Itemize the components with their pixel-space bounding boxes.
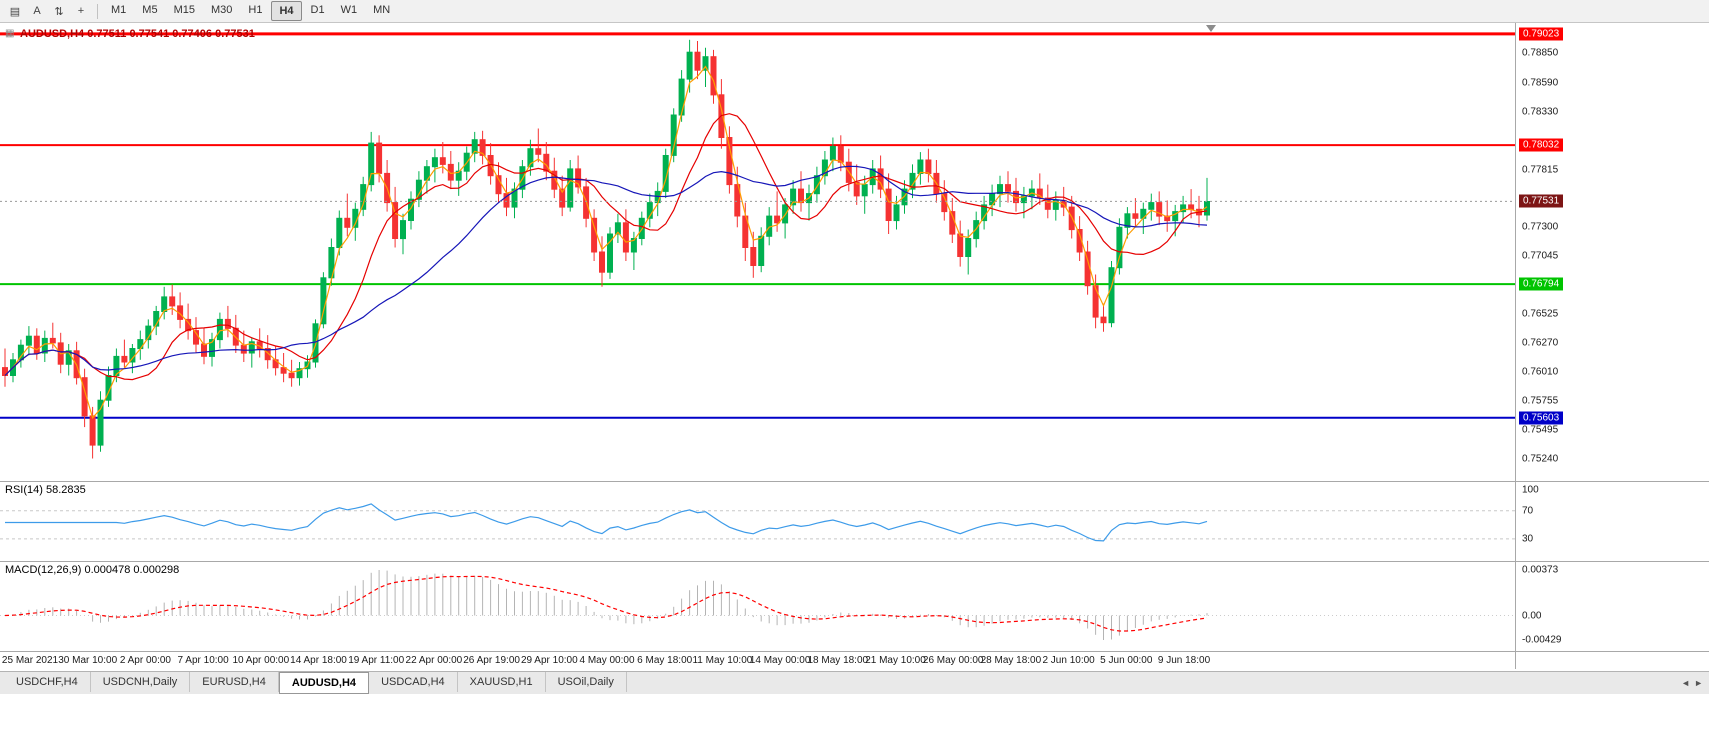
macd-signal-line (4, 575, 1208, 632)
tab-USDCHF-H4[interactable]: USDCHF,H4 (4, 672, 91, 692)
time-label: 19 Apr 11:00 (348, 655, 405, 666)
price-chart-canvas[interactable] (0, 23, 1515, 481)
toolbar: ▤ A ⇅ + M1 M5 M15 M30 H1 H4 D1 W1 MN (0, 0, 1709, 23)
chart-tabs: USDCHF,H4 USDCNH,Daily EURUSD,H4 AUDUSD,H4 U… (4, 672, 627, 694)
timeframe-M1[interactable]: M1 (111, 4, 127, 16)
price-label-support-line-green: 0.76794 (1519, 277, 1564, 291)
time-label: 22 Apr 00:00 (405, 655, 463, 666)
timeframe-M15[interactable]: M15 (173, 4, 195, 16)
macd-histogram (12, 570, 1208, 640)
tab-EURUSD-H4[interactable]: EURUSD,H4 (190, 672, 279, 692)
trading-terminal: ▤ A ⇅ + M1 M5 M15 M30 H1 H4 D1 W1 MN 0.78850 0.78590… (0, 0, 1709, 694)
price-tick: 0.78590 (1522, 77, 1559, 88)
time-label: 2 Apr 00:00 (119, 655, 171, 666)
macd-panel: 0.00373 0.00 -0.00429 MACD(12,26,9) 0.0004… (0, 561, 1709, 651)
price-tick: 0.76270 (1522, 337, 1559, 349)
macd-axis: 0.00373 0.00 -0.00429 (1516, 562, 1709, 651)
time-label: 7 Apr 10:00 (177, 655, 229, 666)
rsi-panel: 100 70 30 RSI(14) 58.2835 (0, 481, 1709, 561)
price-tick: 0.78330 (1522, 106, 1559, 118)
rsi-label: RSI(14) 58.2835 (5, 484, 86, 496)
tab-AUDUSD-H4[interactable]: AUDUSD,H4 (278, 672, 370, 694)
macd-tick: 0.00373 (1522, 564, 1559, 576)
chart-properties-icon[interactable]: ▤ (9, 5, 21, 18)
time-label: 4 May 00:00 (579, 655, 635, 666)
rsi-axis: 100 70 30 (1516, 482, 1709, 561)
rsi-line (5, 503, 1208, 542)
price-tick: 0.75755 (1522, 395, 1559, 407)
timeframe-W1[interactable]: W1 (340, 4, 358, 16)
price-tick: 0.77045 (1522, 250, 1559, 262)
time-label: 18 May 18:00 (807, 655, 869, 666)
tab-XAUUSD-H1[interactable]: XAUUSD,H1 (458, 672, 546, 692)
candlestick-series (2, 39, 1210, 459)
chart-icon: ▦ (5, 28, 15, 39)
price-panel: 0.78850 0.78590 0.78330 0.77815 0.77300 0.770… (0, 23, 1709, 481)
time-label: 9 Jun 18:00 (1157, 655, 1211, 666)
rsi-tick: 30 (1522, 533, 1534, 545)
time-label: 6 May 18:00 (637, 655, 693, 666)
timeframe-M5[interactable]: M5 (142, 4, 158, 16)
chart-shift-marker (1206, 25, 1216, 32)
tab-scroll: ◄ ► (1681, 678, 1709, 688)
price-axis: 0.78850 0.78590 0.78330 0.77815 0.77300 0.770… (1516, 23, 1709, 481)
timeframe-D1[interactable]: D1 (310, 4, 325, 16)
price-tick: 0.77815 (1522, 164, 1559, 175)
price-tick: 0.78850 (1522, 47, 1559, 59)
tab-USDCNH-Daily[interactable]: USDCNH,Daily (91, 672, 191, 692)
timeframe-M30[interactable]: M30 (210, 4, 233, 16)
price-axis-line (1515, 23, 1516, 669)
text-label-icon[interactable]: A (33, 5, 41, 17)
price-tick: 0.76010 (1522, 366, 1559, 378)
price-label-resistance-line-upper: 0.79023 (1519, 27, 1564, 41)
timeframe-H1[interactable]: H1 (248, 4, 263, 16)
tab-scroll-right-icon[interactable]: ► (1694, 678, 1703, 688)
price-tick: 0.77300 (1522, 221, 1559, 233)
time-label: 2 Jun 10:00 (1042, 655, 1095, 666)
timeframe-buttons: M1 M5 M15 M30 H1 H4 D1 W1 MN (103, 1, 398, 21)
time-axis: 25 Mar 2021 30 Mar 10:00 2 Apr 00:00 7 Apr … (0, 651, 1709, 669)
macd-tick: -0.00429 (1522, 634, 1562, 646)
current-price-label: 0.77531 (1519, 194, 1564, 208)
macd-canvas[interactable] (0, 562, 1515, 651)
tab-scroll-left-icon[interactable]: ◄ (1681, 678, 1691, 688)
time-label: 25 Mar 2021 (1, 655, 59, 666)
time-label: 14 Apr 18:00 (290, 655, 347, 666)
time-label: 30 Mar 10:00 (58, 655, 118, 666)
price-label-support-line-blue: 0.75603 (1519, 411, 1564, 425)
ma-line-fast (4, 65, 1208, 420)
price-label-resistance-line: 0.78032 (1519, 138, 1564, 152)
ma-line-mid (4, 113, 1208, 381)
timeframe-MN[interactable]: MN (373, 4, 391, 16)
time-label: 26 Apr 19:00 (463, 655, 520, 666)
price-tick: 0.75495 (1522, 424, 1559, 436)
time-label: 28 May 18:00 (980, 655, 1042, 666)
time-label: 14 May 00:00 (749, 655, 811, 666)
toolbar-separator (97, 3, 98, 19)
price-tick: 0.76525 (1522, 308, 1559, 320)
time-label: 26 May 00:00 (922, 655, 984, 666)
tool-buttons: ▤ A ⇅ + (4, 2, 92, 20)
macd-label: MACD(12,26,9) 0.000478 0.000298 (5, 564, 180, 576)
time-label: 10 Apr 00:00 (232, 655, 290, 666)
macd-tick: 0.00 (1522, 610, 1542, 621)
crosshair-icon[interactable]: + (77, 5, 85, 17)
rsi-canvas[interactable] (0, 482, 1515, 561)
timeframe-H4[interactable]: H4 (271, 1, 302, 21)
time-label: 5 Jun 00:00 (1100, 655, 1153, 666)
chart-title: AUDUSD,H4 0.77511 0.77541 0.77406 0.7753… (20, 28, 255, 40)
chart-area: 0.78850 0.78590 0.78330 0.77815 0.77300 0.770… (0, 23, 1709, 669)
time-label: 11 May 10:00 (692, 655, 753, 666)
chart-tab-bar: USDCHF,H4 USDCNH,Daily EURUSD,H4 AUDUSD,H4 U… (0, 671, 1709, 694)
price-tick: 0.75240 (1522, 453, 1559, 464)
time-label: 21 May 10:00 (865, 655, 926, 666)
tab-USDCAD-H4[interactable]: USDCAD,H4 (369, 672, 458, 692)
tab-USOil-Daily[interactable]: USOil,Daily (546, 672, 627, 692)
time-label: 29 Apr 10:00 (520, 655, 578, 666)
rsi-tick: 70 (1522, 505, 1534, 517)
ma-line-slow (4, 165, 1208, 376)
scale-icon[interactable]: ⇅ (54, 5, 64, 18)
rsi-tick: 100 (1522, 484, 1539, 496)
